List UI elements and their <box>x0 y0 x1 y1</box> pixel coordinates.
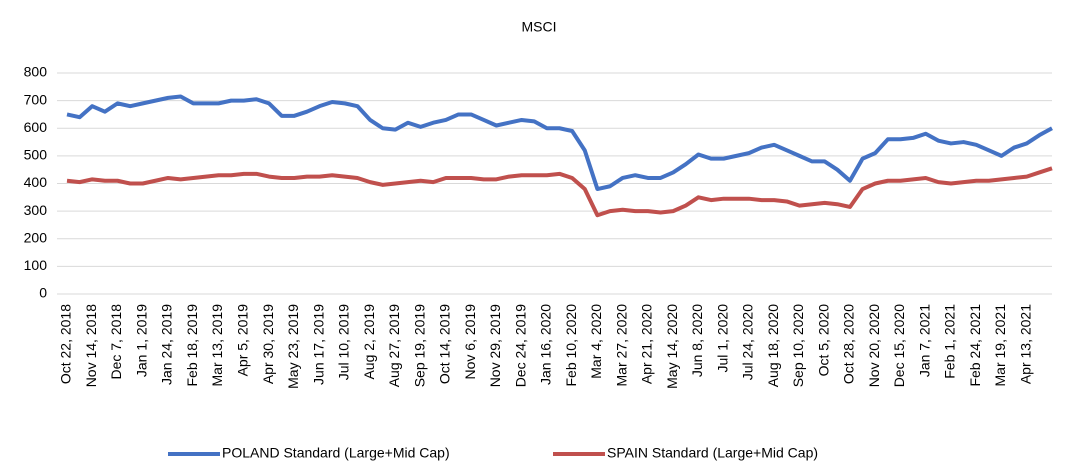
y-tick-label: 300 <box>24 202 48 218</box>
x-tick-label: Mar 19, 2021 <box>992 304 1008 387</box>
x-tick-label: Oct 14, 2019 <box>437 304 453 384</box>
x-tick-label: Aug 27, 2019 <box>386 304 402 388</box>
legend-label: POLAND Standard (Large+Mid Cap) <box>222 445 450 461</box>
y-tick-label: 0 <box>39 285 47 301</box>
x-tick-label: Apr 30, 2019 <box>260 304 276 384</box>
y-tick-label: 600 <box>24 119 48 135</box>
series-line <box>66 166 1053 218</box>
x-tick-label: Dec 24, 2019 <box>512 304 528 387</box>
y-tick-label: 100 <box>24 257 48 273</box>
x-tick-label: May 23, 2019 <box>285 304 301 389</box>
y-tick-label: 200 <box>24 229 48 245</box>
x-tick-label: Oct 22, 2018 <box>58 304 74 384</box>
x-tick-label: Apr 13, 2021 <box>1017 304 1033 384</box>
y-tick-label: 500 <box>24 147 48 163</box>
x-tick-label: Jan 24, 2019 <box>159 304 175 385</box>
x-tick-label: Feb 24, 2021 <box>967 304 983 387</box>
chart-title: MSCI <box>522 19 557 35</box>
x-tick-label: Nov 29, 2019 <box>487 304 503 387</box>
x-tick-label: Nov 20, 2020 <box>866 304 882 387</box>
x-tick-label: Mar 4, 2020 <box>588 304 604 379</box>
legend-label: SPAIN Standard (Large+Mid Cap) <box>607 445 818 461</box>
x-tick-label: Jul 24, 2020 <box>740 304 756 380</box>
x-tick-label: Oct 28, 2020 <box>841 304 857 384</box>
x-tick-label: Jan 1, 2019 <box>133 304 149 377</box>
x-tick-label: Dec 15, 2020 <box>891 304 907 387</box>
x-tick-label: Nov 14, 2018 <box>83 304 99 387</box>
x-tick-label: Nov 6, 2019 <box>462 304 478 380</box>
x-tick-label: Feb 18, 2019 <box>184 304 200 387</box>
x-tick-label: Sep 10, 2020 <box>790 304 806 388</box>
x-tick-label: Jun 8, 2020 <box>689 304 705 377</box>
x-tick-label: Mar 13, 2019 <box>209 304 225 387</box>
y-tick-label: 700 <box>24 91 48 107</box>
x-tick-label: Feb 1, 2021 <box>942 304 958 379</box>
x-tick-label: Apr 21, 2020 <box>639 304 655 384</box>
x-tick-label: Dec 7, 2018 <box>108 304 124 380</box>
series-line <box>66 94 1053 192</box>
x-tick-label: Jul 10, 2019 <box>336 304 352 380</box>
x-tick-label: Mar 27, 2020 <box>613 304 629 387</box>
x-tick-label: Jul 1, 2020 <box>714 304 730 373</box>
x-tick-label: Jun 17, 2019 <box>310 304 326 385</box>
x-tick-label: Aug 18, 2020 <box>765 304 781 388</box>
y-tick-label: 400 <box>24 174 48 190</box>
x-tick-label: Oct 5, 2020 <box>815 304 831 377</box>
x-tick-label: Jan 16, 2020 <box>538 304 554 385</box>
y-tick-label: 800 <box>24 64 48 80</box>
x-tick-label: May 14, 2020 <box>664 304 680 389</box>
x-tick-label: Sep 19, 2019 <box>411 304 427 388</box>
x-tick-label: Apr 5, 2019 <box>234 304 250 377</box>
x-tick-label: Jan 7, 2021 <box>916 304 932 377</box>
x-tick-label: Aug 2, 2019 <box>361 304 377 380</box>
x-tick-label: Feb 10, 2020 <box>563 304 579 387</box>
